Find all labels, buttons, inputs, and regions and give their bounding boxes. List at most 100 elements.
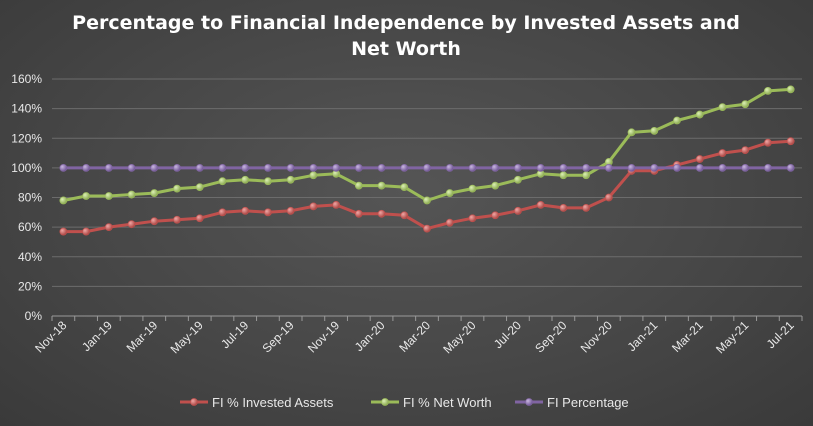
data-point — [82, 227, 90, 236]
data-point — [286, 163, 295, 172]
data-point — [604, 193, 613, 202]
data-point — [741, 100, 750, 109]
x-tick-label: Nov-19 — [305, 318, 342, 355]
chart-title: Percentage to Financial Independence by … — [72, 12, 740, 60]
y-tick-label: 60% — [18, 220, 42, 234]
data-point — [377, 163, 386, 172]
data-point — [264, 177, 272, 186]
y-tick-label: 120% — [11, 131, 42, 145]
data-point — [82, 163, 90, 172]
data-point — [150, 163, 159, 172]
data-point — [332, 201, 340, 209]
data-point — [127, 163, 136, 172]
legend-swatch-marker — [190, 398, 198, 406]
data-point — [59, 196, 68, 205]
y-axis-tick-labels: 0% 20% 40% 60% 80% 100% 120% 140% 160% — [11, 72, 42, 323]
data-point — [536, 201, 545, 209]
data-point — [582, 171, 590, 180]
x-tick-label: Sep-20 — [532, 318, 569, 355]
x-tick-label: Jul-19 — [218, 318, 251, 351]
legend: FI % Invested Assets FI % Net Worth FI Per… — [180, 395, 629, 410]
data-point — [173, 215, 181, 224]
data-point — [218, 208, 227, 217]
data-point — [218, 163, 227, 172]
data-point — [582, 203, 590, 212]
legend-swatch-marker — [525, 398, 533, 406]
data-point — [423, 224, 431, 233]
data-point — [695, 163, 704, 172]
data-point — [377, 209, 386, 218]
legend-label: FI % Net Worth — [403, 395, 492, 410]
data-point — [650, 163, 659, 172]
data-point — [423, 163, 431, 172]
x-axis-ticks — [51, 316, 803, 321]
series-fi-invested-assets — [59, 137, 795, 236]
data-point — [150, 217, 159, 226]
data-point — [195, 214, 204, 223]
data-point — [445, 189, 454, 197]
x-tick-label: May-20 — [440, 318, 478, 356]
y-tick-label: 140% — [11, 102, 42, 116]
data-point — [309, 171, 318, 180]
data-point — [514, 206, 522, 215]
data-point — [627, 163, 636, 172]
data-point — [59, 227, 68, 236]
data-point — [491, 181, 500, 190]
data-point — [309, 202, 318, 211]
data-point — [59, 163, 68, 172]
data-point — [491, 211, 500, 220]
y-tick-label: 80% — [18, 191, 42, 205]
x-tick-label: Mar-21 — [669, 318, 706, 355]
data-point — [173, 163, 181, 172]
data-point — [786, 137, 795, 146]
data-point — [650, 126, 659, 135]
series-lines — [59, 85, 795, 236]
data-point — [468, 163, 477, 172]
x-tick-label: Nov-18 — [32, 318, 69, 355]
data-point — [241, 175, 250, 184]
data-point — [377, 181, 386, 190]
x-tick-label: Jan-20 — [352, 318, 388, 354]
data-point — [354, 163, 363, 172]
data-point — [127, 190, 136, 199]
legend-swatch-marker — [381, 398, 389, 406]
data-point — [491, 163, 500, 172]
data-point — [173, 184, 181, 193]
data-point — [718, 149, 727, 157]
data-point — [468, 214, 477, 223]
series-fi-net-worth — [59, 85, 795, 205]
data-point — [104, 223, 113, 232]
data-point — [764, 138, 772, 147]
data-point — [195, 163, 204, 172]
chart-title-line-2: Net Worth — [351, 38, 461, 60]
data-point — [536, 163, 545, 172]
data-point — [127, 220, 136, 229]
data-point — [286, 175, 295, 184]
data-point — [559, 203, 568, 212]
x-tick-label: May-19 — [168, 318, 206, 356]
data-point — [764, 163, 772, 172]
x-tick-label: Jul-21 — [764, 318, 797, 351]
data-point — [104, 163, 113, 172]
series-line — [61, 87, 793, 202]
data-point — [786, 163, 795, 172]
x-tick-label: May-21 — [713, 318, 751, 356]
data-point — [195, 183, 204, 192]
data-point — [718, 103, 727, 112]
data-point — [559, 171, 568, 180]
x-tick-label: Mar-20 — [396, 318, 433, 355]
data-point — [400, 211, 409, 220]
data-point — [559, 163, 568, 172]
data-point — [400, 183, 409, 192]
legend-item: FI % Invested Assets — [180, 395, 334, 410]
x-tick-label: Jul-20 — [491, 318, 524, 351]
y-tick-label: 160% — [11, 72, 42, 86]
data-point — [673, 163, 681, 172]
data-point — [604, 163, 613, 172]
series-line — [61, 139, 793, 234]
data-point — [718, 163, 727, 172]
data-point — [582, 163, 590, 172]
data-point — [741, 146, 750, 154]
data-point — [514, 163, 522, 172]
